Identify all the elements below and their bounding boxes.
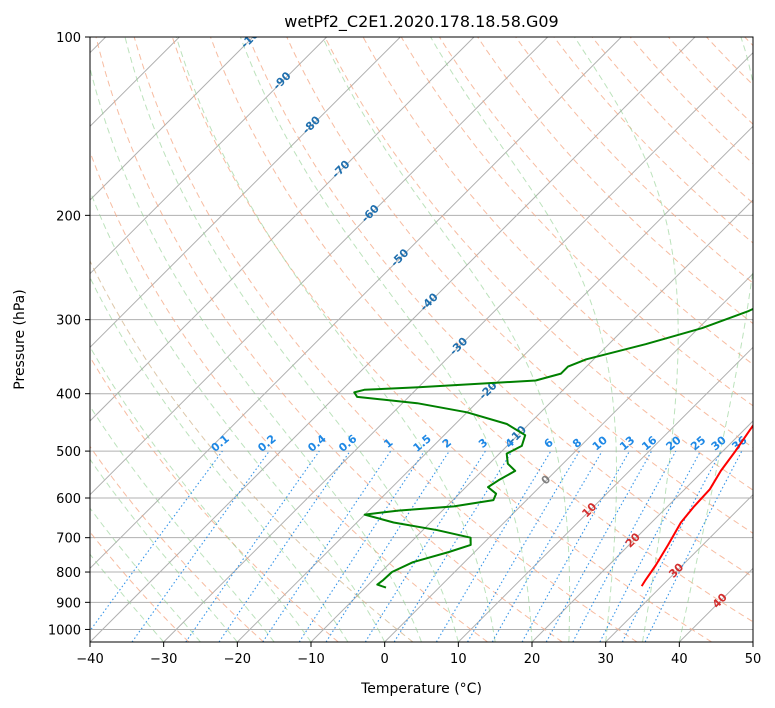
isotherm-line — [236, 125, 753, 642]
y-tick-label: 100 — [56, 31, 81, 46]
moist-adiabat — [90, 189, 386, 642]
dry-adiabat — [90, 259, 414, 642]
isotherm-line — [457, 346, 753, 642]
x-tick-label: 10 — [450, 652, 467, 667]
y-tick-label: 300 — [56, 314, 81, 329]
moist-adiabat — [678, 37, 753, 642]
x-tick-label: 20 — [524, 652, 541, 667]
x-axis-title: Temperature (°C) — [360, 681, 482, 697]
dry-adiabat — [286, 37, 753, 534]
x-tick-label: 50 — [745, 652, 762, 667]
x-tick-label: 30 — [597, 652, 614, 667]
mixing-ratio-line — [545, 450, 653, 642]
mixing-ratio-line — [262, 450, 392, 642]
mixing-ratio-lines — [90, 450, 743, 642]
moist-adiabat — [430, 37, 617, 642]
dry-adiabat — [324, 37, 753, 491]
dry-adiabat — [95, 37, 563, 642]
dry-adiabat — [515, 37, 753, 284]
y-tick-label: 900 — [56, 596, 81, 611]
dewpoint-line — [353, 307, 753, 589]
moist-adiabat — [574, 37, 679, 642]
isotherm-line — [531, 420, 753, 642]
y-tick-label: 800 — [56, 566, 81, 581]
x-tick-label: −30 — [150, 652, 177, 667]
isotherm-line — [90, 37, 328, 275]
moist-adiabat — [90, 276, 349, 642]
temperature-line — [640, 423, 753, 587]
isotherm-line — [90, 37, 254, 201]
axes: −40 −30 −20 −10 0 10 20 30 40 50 100 200 300 400 500 60… — [48, 31, 761, 667]
moist-adiabat — [90, 345, 312, 642]
dry-adiabat — [133, 37, 638, 642]
y-tick-label: 200 — [56, 209, 81, 224]
isotherm-line — [605, 493, 753, 642]
y-tick-label: 600 — [56, 492, 81, 507]
y-tick-label: 1000 — [48, 623, 81, 638]
y-tick-label: 500 — [56, 445, 81, 460]
x-tick-label: 40 — [671, 652, 688, 667]
dry-adiabat — [90, 356, 339, 642]
profile-lines — [353, 307, 753, 589]
mixing-ratio-line — [644, 450, 743, 642]
moist-adiabat — [175, 37, 496, 642]
plot-frame — [89, 36, 754, 643]
isotherm-line — [384, 272, 753, 642]
mixing-ratio-line — [521, 450, 630, 642]
chart-title: wetPf2_C2E1.2020.178.18.58.G09 — [284, 12, 558, 32]
isotherm-line — [90, 37, 475, 422]
isotherm-line — [90, 37, 622, 570]
x-tick-label: −20 — [224, 652, 251, 667]
y-tick-label: 400 — [56, 388, 81, 403]
mixing-ratio-line — [572, 450, 677, 642]
isotherm-line — [90, 37, 401, 349]
dry-adiabats — [90, 37, 753, 642]
x-tick-label: −10 — [297, 652, 324, 667]
moist-adiabat — [90, 65, 422, 642]
mixing-ratio-line — [218, 450, 351, 642]
x-tick-label: −40 — [76, 652, 103, 667]
mixing-ratio-line — [131, 450, 270, 642]
moist-adiabat — [90, 405, 275, 642]
x-tick-label: 0 — [381, 652, 389, 667]
dry-adiabat — [210, 37, 753, 623]
mixing-ratio-line — [90, 450, 223, 632]
isotherm-line — [90, 37, 549, 496]
y-axis-title: Pressure (hPa) — [12, 289, 28, 389]
mixing-ratio-line — [185, 450, 320, 642]
moist-adiabat — [239, 37, 533, 642]
moist-adiabats — [90, 37, 753, 642]
dry-adiabat — [90, 445, 264, 642]
mixing-ratio-line — [298, 450, 425, 642]
isotherm-grid — [90, 37, 753, 642]
dry-adiabat — [171, 37, 712, 642]
moist-adiabat — [124, 37, 459, 642]
moist-adiabat — [90, 458, 238, 642]
isobar-grid — [90, 37, 753, 630]
moist-adiabat — [322, 37, 571, 642]
mixing-ratio-line — [325, 450, 450, 642]
isotherm-line — [163, 51, 753, 642]
moist-adiabat — [90, 553, 165, 642]
y-tick-label: 700 — [56, 532, 81, 547]
dry-adiabat — [248, 37, 753, 578]
moist-adiabat — [90, 507, 201, 642]
mixing-ratio-line — [393, 450, 513, 642]
